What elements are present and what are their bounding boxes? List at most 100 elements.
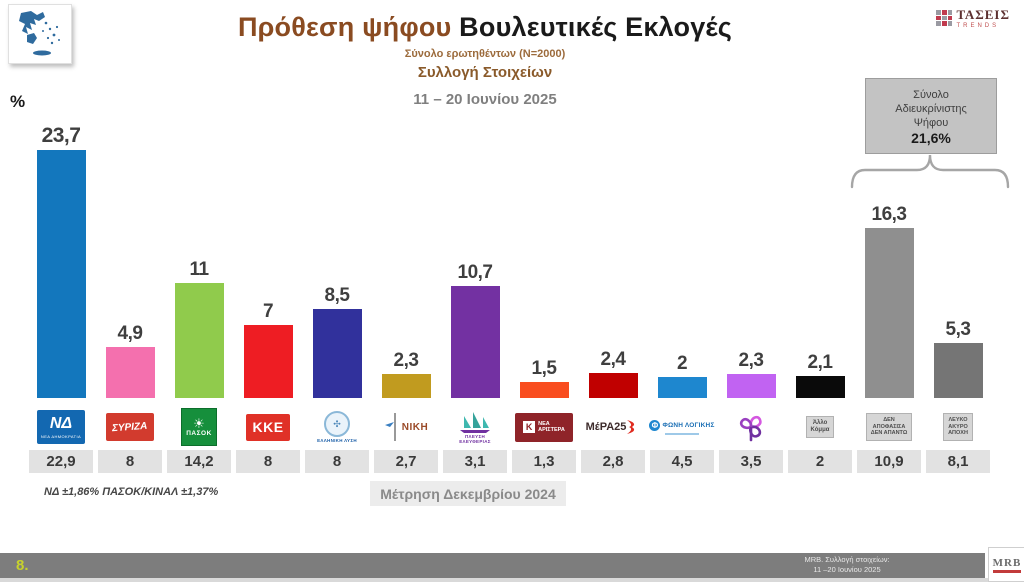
percent-axis-label: % (10, 92, 26, 111)
footer-source-line2: 11 –20 Ιουνίου 2025 (813, 565, 881, 574)
party-column-niki: 2,3 ΝΙΚΗ 2,7 (373, 120, 439, 475)
prev-value-plefsi-eleftherias: 3,1 (443, 450, 507, 473)
page-number: 8. (16, 557, 29, 574)
bar-wrap: 1,5 (511, 120, 577, 398)
bar-wrap: 8,5 (304, 120, 370, 398)
bar-wrap: 4,9 (97, 120, 163, 398)
bar-value-label-elliniki-lysi: 8,5 (324, 285, 350, 306)
bar-niki (381, 374, 431, 398)
prev-value-elliniki-lysi: 8 (305, 450, 369, 473)
party-logo-syriza: ΣΥΡΙΖΑ (97, 404, 163, 450)
bar-wrap: 2,3 (718, 120, 784, 398)
bar-value-label-leyko-akyro: 5,3 (945, 319, 971, 340)
bar-wrap: 7 (235, 120, 301, 398)
footer-bottom-strip (0, 578, 1024, 582)
party-column-kke: 7 ΚΚΕ 8 (235, 120, 301, 475)
party-logo-foni-logikis: Φ ΦΩΝΗ ΛΟΓΙΚΗΣ (649, 404, 715, 450)
collection-dates: 11 – 20 Ιουνίου 2025 (413, 91, 557, 108)
bar-value-label-den-apofasisa: 16,3 (871, 204, 907, 225)
header: Πρόθεση ψήφου Βουλευτικές Εκλογές Σύνολο… (130, 12, 840, 108)
plefsi-ship-icon (460, 412, 490, 433)
bar-value-label-niki: 2,3 (393, 350, 419, 371)
tasseis-trends-logo: ΤΑΣΕΙΣ TRENDS (936, 8, 1010, 29)
unclear-vote-line: Αδιευκρίνιστης (895, 102, 967, 115)
mrb-logo-redbar (993, 569, 1021, 573)
bar-value-label-mera25: 2,4 (600, 349, 626, 370)
bar-pasok (174, 283, 224, 398)
bar-syriza (105, 347, 155, 398)
mera25-swoosh-icon (627, 420, 635, 434)
bar-nd (36, 150, 86, 398)
prev-value-nd: 22,9 (29, 450, 93, 473)
party-logo-nd: ΝΔ ΝΕΑ ΔΗΜΟΚΡΑΤΙΑ (28, 404, 94, 450)
bar-value-label-nd: 23,7 (41, 124, 81, 147)
party-column-leyko-akyro: 5,3 ΛΕΥΚΟ ΑΚΥΡΟ ΑΠΟΧΗ 8,1 (925, 120, 991, 475)
party-column-nea-aristera: 1,5 Κ ΝΕΑ ΑΡΙΣΤΕΡΑ 1,3 (511, 120, 577, 475)
bar-wrap: 5,3 (925, 120, 991, 398)
prev-value-pasok: 14,2 (167, 450, 231, 473)
bar-wrap: 2,1 (787, 120, 853, 398)
unclear-vote-line: Ψήφου (913, 116, 949, 129)
prev-value-kinima-dimokratias: 3,5 (719, 450, 783, 473)
brand-subname: TRENDS (956, 23, 1000, 29)
bar-kke (243, 325, 293, 398)
unclear-vote-bracket (850, 154, 1010, 189)
mrb-logo: MRB (988, 547, 1024, 582)
party-logo-nea-aristera: Κ ΝΕΑ ΑΡΙΣΤΕΡΑ (511, 404, 577, 450)
party-logo-allo-komma: Άλλο Κόμμα (787, 404, 853, 450)
brand-grid-icon (936, 10, 953, 26)
bar-leyko-akyro (933, 343, 983, 398)
collection-label: Συλλογή Στοιχείων (417, 64, 553, 81)
bar-value-label-pasok: 11 (189, 259, 209, 280)
party-logo-den-apofasisa: ΔΕΝ ΑΠΟΦΑΣΙΣΑ ΔΕΝ ΑΠΑΝΤΩ (856, 404, 922, 450)
footer-source-line1: MRB. Συλλογή στοιχείων: (804, 555, 890, 564)
bar-wrap: 16,3 (856, 120, 922, 398)
party-logo-elliniki-lysi: ✣ ΕΛΛΗΝΙΚΗ ΛΥΣΗ (304, 404, 370, 450)
party-column-foni-logikis: 2 Φ ΦΩΝΗ ΛΟΓΙΚΗΣ 4,5 (649, 120, 715, 475)
title-primary: Πρόθεση ψήφου (237, 12, 452, 42)
prev-value-syriza: 8 (98, 450, 162, 473)
party-logo-plefsi-eleftherias: ΠΛΕΥΣΗ ΕΛΕΥΘΕΡΙΑΣ (442, 404, 508, 450)
bar-wrap: 2 (649, 120, 715, 398)
prev-value-nea-aristera: 1,3 (512, 450, 576, 473)
prev-value-allo-komma: 2 (788, 450, 852, 473)
kinima-dimokratias-flower-icon (739, 415, 762, 442)
party-logo-kinima-dimokratias (718, 404, 784, 450)
bar-nea-aristera (519, 382, 569, 398)
bar-wrap: 11 (166, 120, 232, 398)
prev-value-den-apofasisa: 10,9 (857, 450, 921, 473)
previous-measure-label: Μέτρηση Δεκεμβρίου 2024 (370, 481, 566, 506)
unclear-vote-box: Σύνολο Αδιευκρίνιστης Ψήφου 21,6% (865, 78, 997, 154)
party-column-syriza: 4,9 ΣΥΡΙΖΑ 8 (97, 120, 163, 475)
party-column-elliniki-lysi: 8,5 ✣ ΕΛΛΗΝΙΚΗ ΛΥΣΗ 8 (304, 120, 370, 475)
prev-value-kke: 8 (236, 450, 300, 473)
bar-value-label-allo-komma: 2,1 (807, 352, 833, 373)
party-column-nd: 23,7 ΝΔ ΝΕΑ ΔΗΜΟΚΡΑΤΙΑ 22,9 (28, 120, 94, 475)
margin-of-error-note: ΝΔ ±1,86% ΠΑΣΟΚ/ΚΙΝΑΛ ±1,37% (44, 486, 219, 498)
greece-map-icon (19, 11, 60, 56)
party-column-kinima-dimokratias: 2,3 3,5 (718, 120, 784, 475)
bar-wrap: 2,4 (580, 120, 646, 398)
sample-size-label: Σύνολο ερωτηθέντων (N=2000) (404, 48, 566, 60)
party-column-plefsi-eleftherias: 10,7 ΠΛΕΥΣΗ ΕΛΕΥΘΕΡΙΑΣ 3,1 (442, 120, 508, 475)
bar-plefsi-eleftherias (450, 286, 500, 398)
unclear-vote-value: 21,6% (911, 129, 951, 146)
party-logo-niki: ΝΙΚΗ (373, 404, 439, 450)
page-title: Πρόθεση ψήφου Βουλευτικές Εκλογές (130, 12, 840, 43)
title-secondary: Βουλευτικές Εκλογές (459, 12, 733, 42)
prev-value-leyko-akyro: 8,1 (926, 450, 990, 473)
party-logo-mera25: ΜέΡΑ25 (580, 404, 646, 450)
prev-value-foni-logikis: 4,5 (650, 450, 714, 473)
party-logo-kke: ΚΚΕ (235, 404, 301, 450)
greece-flag-map-card (8, 4, 72, 64)
unclear-vote-line: Σύνολο (913, 88, 949, 101)
prev-value-mera25: 2,8 (581, 450, 645, 473)
bar-foni-logikis (657, 377, 707, 398)
party-logo-leyko-akyro: ΛΕΥΚΟ ΑΚΥΡΟ ΑΠΟΧΗ (925, 404, 991, 450)
prev-value-niki: 2,7 (374, 450, 438, 473)
niki-bird-icon (384, 413, 396, 441)
bar-value-label-syriza: 4,9 (117, 323, 143, 344)
party-column-pasok: 11 ☀ ΠΑΣΟΚ 14,2 (166, 120, 232, 475)
bar-wrap: 10,7 (442, 120, 508, 398)
bar-allo-komma (795, 376, 845, 398)
